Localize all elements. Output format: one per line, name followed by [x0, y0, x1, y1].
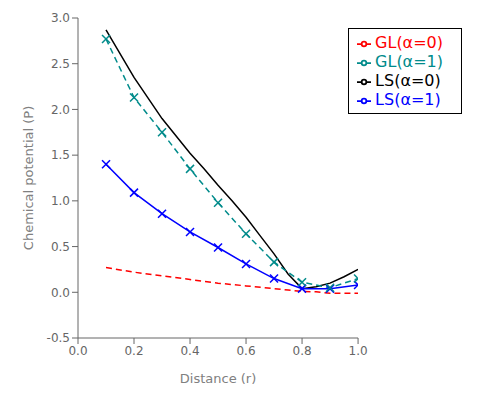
html-text:GL(α=0): GL(α=0) [375, 33, 443, 52]
svg-text:Chemical potential (P): Chemical potential (P) [21, 106, 36, 250]
svg-text:0.0: 0.0 [51, 286, 70, 300]
html-text:GL(α=1): GL(α=1) [375, 52, 443, 71]
svg-text:-0.5: -0.5 [47, 331, 70, 345]
svg-text:0.5: 0.5 [51, 240, 70, 254]
html-text:LS(α=0): LS(α=0) [375, 71, 441, 90]
svg-text:0.2: 0.2 [124, 344, 143, 358]
svg-text:Distance (r): Distance (r) [180, 371, 256, 386]
svg-text:0.0: 0.0 [68, 344, 87, 358]
svg-text:0.8: 0.8 [293, 344, 312, 358]
svg-text:2.0: 2.0 [51, 103, 70, 117]
svg-text:2.5: 2.5 [51, 57, 70, 71]
svg-text:1.0: 1.0 [51, 194, 70, 208]
html-text:LS(α=1): LS(α=1) [375, 90, 441, 109]
svg-text:1.0: 1.0 [349, 344, 368, 358]
svg-text:3.0: 3.0 [51, 11, 70, 25]
svg-text:0.4: 0.4 [180, 344, 199, 358]
svg-text:0.6: 0.6 [236, 344, 255, 358]
svg-text:1.5: 1.5 [51, 148, 70, 162]
